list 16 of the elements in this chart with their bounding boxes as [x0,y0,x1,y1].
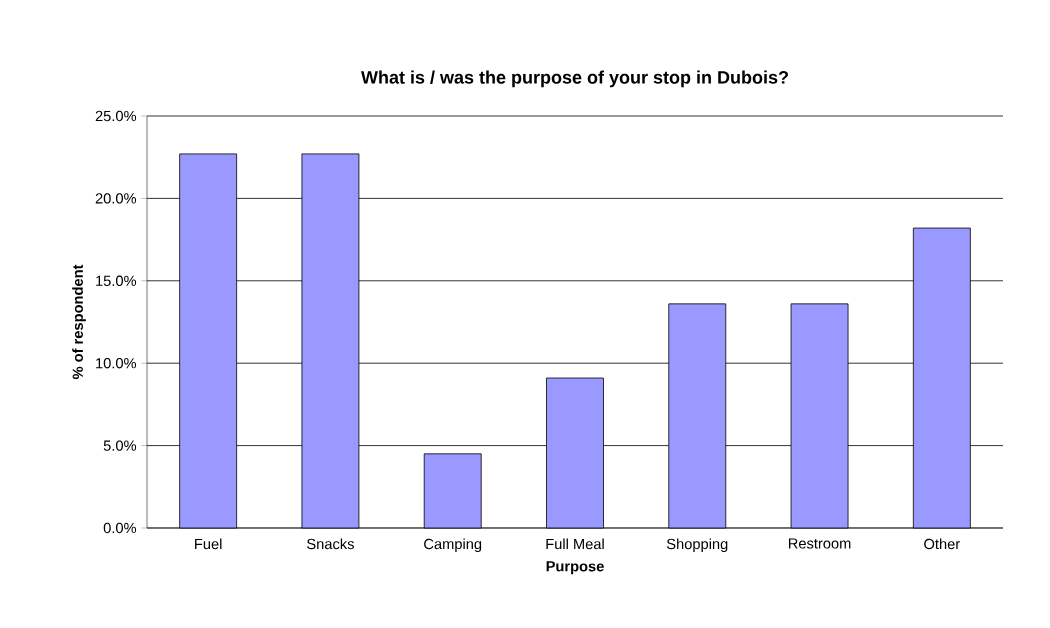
x-tick-label: Camping [424,538,482,553]
x-tick-label: Snacks [307,538,354,550]
y-tick-label: 0.0% [103,522,137,534]
y-tick-label: 25.0% [95,110,137,122]
y-axis-title: % of respondent [72,264,86,380]
x-tick-label: Shopping [666,538,728,553]
x-tick-label: Fuel [195,538,222,550]
chart-title: What is / was the purpose of your stop in Dubois? [361,70,788,88]
x-tick-label: Full Meal [546,538,604,550]
x-axis-title: Purpose [546,561,604,575]
y-tick-label: 20.0% [95,193,137,204]
x-tick-label: Other [924,538,960,550]
y-tick-label: 10.0% [96,358,137,369]
y-tick-label: 15.0% [96,275,137,286]
y-tick-label: 5.0% [103,440,137,451]
x-tick-label: Restroom [788,538,851,549]
